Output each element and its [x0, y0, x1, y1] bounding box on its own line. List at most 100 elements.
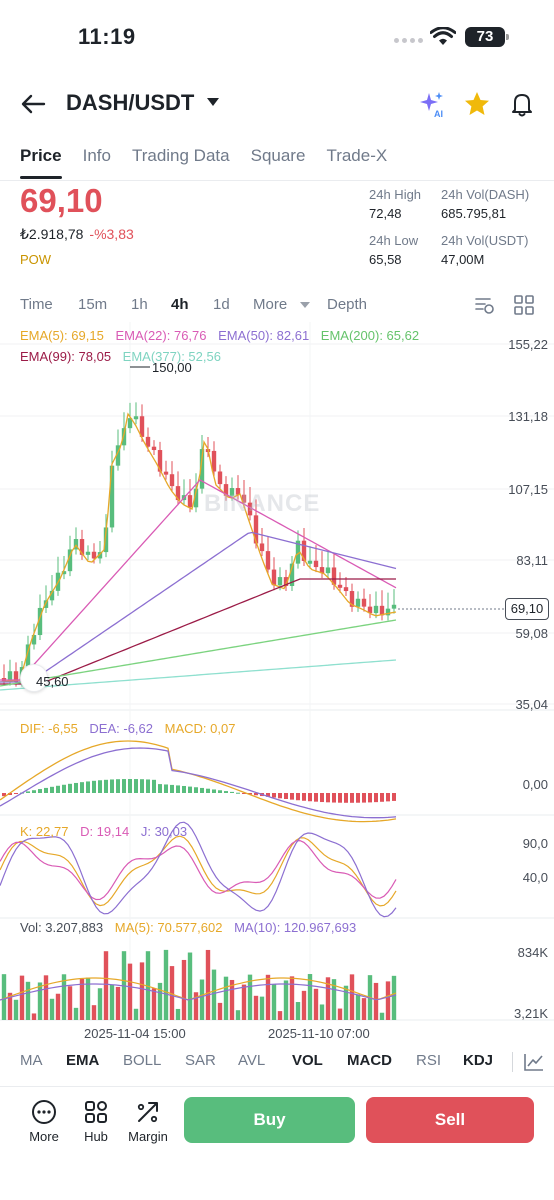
bottom-action-bar: More Hub Margin Buy Sell — [0, 1086, 554, 1200]
indicator-chart-icon[interactable] — [523, 1052, 545, 1072]
margin-label: Margin — [128, 1129, 168, 1144]
price-axis-label: 107,15 — [508, 482, 548, 497]
favorite-star-icon[interactable] — [463, 90, 491, 118]
ema50-line — [0, 531, 397, 683]
tab-trading-data[interactable]: Trading Data — [131, 146, 230, 165]
kdj-legend: K: 22,77 D: 19,14 J: 30,03 — [20, 824, 195, 839]
caret-down-icon[interactable] — [207, 98, 219, 106]
candle-body — [49, 590, 55, 601]
macd-bar — [38, 789, 42, 793]
hub-button[interactable]: Hub — [66, 1099, 126, 1144]
ind-avl[interactable]: AVL — [238, 1052, 266, 1069]
macd-bar — [296, 793, 300, 801]
interval-more[interactable]: More — [253, 296, 288, 313]
more-button[interactable]: More — [14, 1099, 74, 1144]
candle-body — [91, 551, 97, 559]
macd-bar — [362, 793, 366, 803]
candle-body — [121, 428, 127, 446]
stat-24h-vol-usdt: 24h Vol(USDT) 47,00M — [441, 233, 528, 267]
macd-bar — [44, 787, 48, 793]
volume-bar — [13, 999, 19, 1020]
bell-icon[interactable] — [508, 90, 536, 118]
macd-bar — [110, 779, 114, 793]
stat-label: 24h Vol(DASH) — [441, 187, 530, 202]
candle-body — [211, 450, 217, 472]
vol-value: Vol: 3.207,883 — [20, 920, 104, 935]
indicator-settings-icon[interactable] — [474, 294, 496, 316]
macd-bar — [266, 793, 270, 797]
volume-bar — [349, 974, 355, 1020]
candle-body — [343, 587, 349, 592]
stat-24h-vol-dash: 24h Vol(DASH) 685.795,81 — [441, 187, 529, 221]
interval-time[interactable]: Time — [20, 296, 53, 313]
ind-rsi[interactable]: RSI — [416, 1052, 442, 1069]
chart-grid — [0, 322, 554, 1021]
macd-bar — [116, 779, 120, 793]
ind-vol[interactable]: VOL — [292, 1052, 323, 1069]
low-marker-label: 45,60 — [36, 674, 69, 689]
macd-bar — [344, 793, 348, 803]
consensus-tag[interactable]: POW — [20, 252, 52, 267]
ema377-legend: EMA(377): 52,56 — [122, 349, 221, 364]
candle-body — [7, 671, 13, 681]
tab-info[interactable]: Info — [82, 146, 111, 165]
macd-bar — [98, 780, 102, 793]
candle-body — [103, 527, 109, 553]
status-bar: 11:19 73 — [0, 0, 554, 76]
expand-icon[interactable] — [20, 664, 48, 692]
candle-body — [379, 605, 385, 616]
volume-bar — [61, 974, 67, 1020]
candle-body — [361, 598, 367, 607]
volume-bar — [259, 996, 265, 1020]
ind-boll[interactable]: BOLL — [123, 1052, 162, 1069]
interval-15m[interactable]: 15m — [78, 296, 108, 313]
macd-bar — [122, 779, 126, 793]
margin-button[interactable]: Margin — [118, 1099, 178, 1144]
interval-depth[interactable]: Depth — [327, 296, 368, 313]
interval-1h[interactable]: 1h — [131, 296, 148, 313]
volume-bar — [217, 1002, 223, 1020]
back-arrow-icon[interactable] — [20, 92, 46, 116]
ind-ema[interactable]: EMA — [66, 1052, 100, 1069]
ai-sparkle-icon[interactable]: AI — [418, 90, 446, 118]
candle-body — [79, 539, 85, 555]
candle-body — [127, 418, 133, 429]
ema5-legend: EMA(5): 69,15 — [20, 328, 104, 343]
ind-macd[interactable]: MACD — [347, 1052, 392, 1069]
stat-value: 72,48 — [369, 206, 402, 221]
ind-kdj[interactable]: KDJ — [463, 1052, 494, 1069]
tab-trade-x[interactable]: Trade-X — [326, 146, 388, 165]
tab-square[interactable]: Square — [250, 146, 306, 165]
candle-body — [229, 488, 235, 496]
interval-4h[interactable]: 4h — [171, 296, 189, 313]
candle-body — [331, 567, 337, 585]
tab-price[interactable]: Price — [20, 146, 62, 179]
candle-body — [193, 488, 199, 508]
price-chart[interactable] — [0, 322, 554, 1042]
layout-grid-icon[interactable] — [513, 294, 535, 316]
candle-body — [283, 577, 289, 586]
volume-bar — [319, 1004, 325, 1020]
main-tabs: Price Info Trading Data Square Trade-X — [20, 146, 388, 179]
macd-bar — [146, 779, 150, 793]
candle-body — [301, 540, 307, 561]
candle-body — [289, 563, 295, 586]
ind-sar[interactable]: SAR — [185, 1052, 216, 1069]
high-marker-label: 150,00 — [152, 360, 192, 375]
volume-bar — [19, 975, 25, 1020]
interval-1d[interactable]: 1d — [213, 296, 230, 313]
candle-body — [277, 577, 283, 586]
buy-button[interactable]: Buy — [184, 1097, 355, 1143]
ind-ma[interactable]: MA — [20, 1052, 43, 1069]
volume-bar — [337, 1008, 343, 1020]
candle-body — [163, 471, 169, 475]
indicator-tabs: MA EMA BOLL SAR AVL VOL MACD RSI KDJ — [0, 1046, 554, 1078]
volume-bar — [247, 974, 253, 1020]
candle-body — [217, 471, 223, 485]
caret-down-icon[interactable] — [300, 302, 310, 308]
sell-button[interactable]: Sell — [366, 1097, 534, 1143]
wifi-icon — [430, 27, 456, 45]
pair-title[interactable]: DASH/USDT — [66, 90, 195, 115]
macd-bar — [176, 785, 180, 793]
candle-body — [355, 598, 361, 607]
